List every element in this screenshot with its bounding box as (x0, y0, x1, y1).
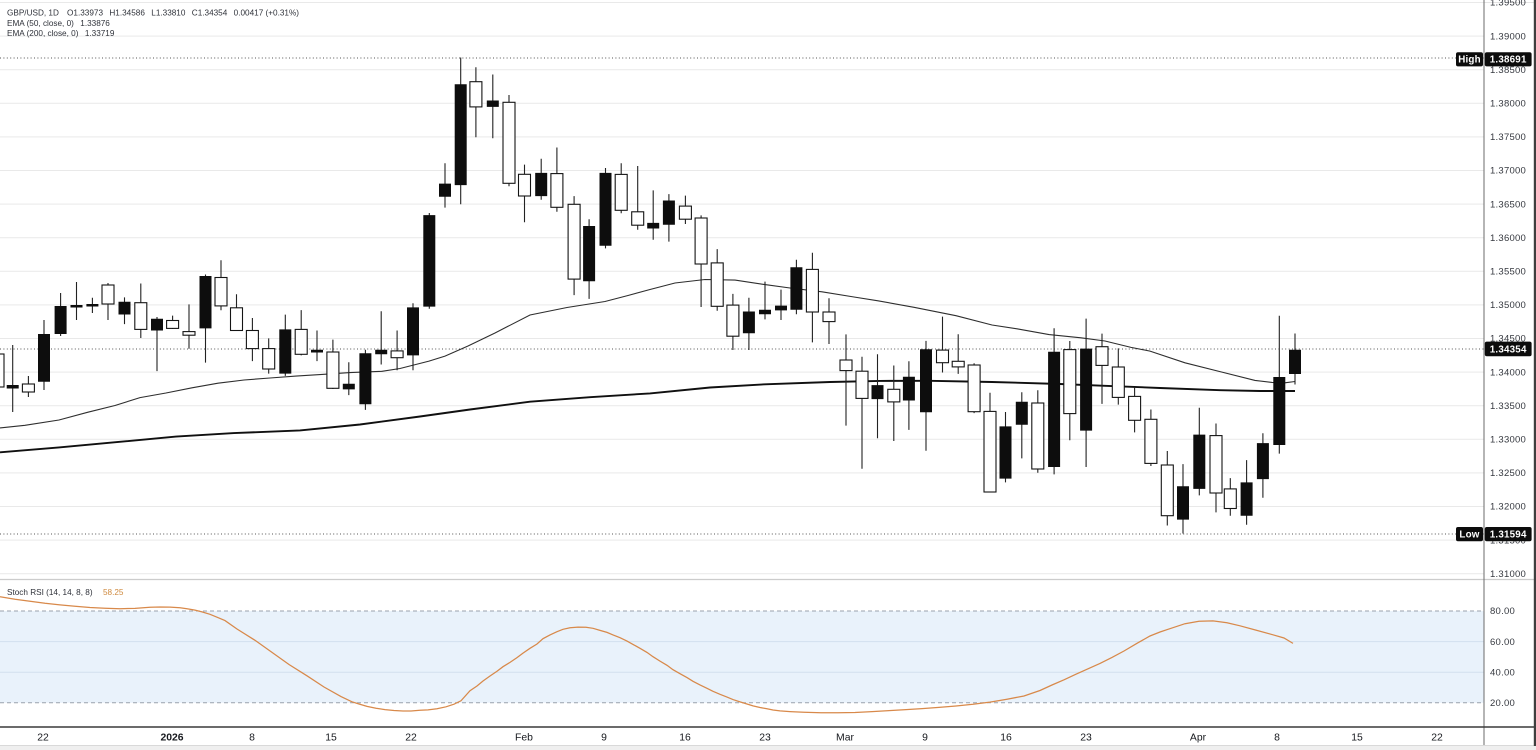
svg-text:1.34354: 1.34354 (1490, 344, 1527, 355)
svg-text:Stoch RSI (14, 14, 8, 8): Stoch RSI (14, 14, 8, 8) (7, 588, 93, 597)
svg-text:1.35500: 1.35500 (1490, 267, 1526, 278)
svg-text:1.39500: 1.39500 (1490, 0, 1526, 9)
svg-text:1.36000: 1.36000 (1490, 233, 1526, 244)
svg-text:1.36500: 1.36500 (1490, 199, 1526, 210)
svg-text:15: 15 (325, 733, 337, 744)
svg-text:1.34000: 1.34000 (1490, 367, 1526, 378)
svg-text:8: 8 (1274, 733, 1280, 744)
svg-text:1.32500: 1.32500 (1490, 468, 1526, 479)
svg-text:9: 9 (601, 733, 607, 744)
svg-text:Low: Low (1459, 530, 1479, 541)
svg-text:1.39000: 1.39000 (1490, 31, 1526, 42)
svg-text:9: 9 (922, 733, 928, 744)
svg-text:1.32000: 1.32000 (1490, 502, 1526, 513)
svg-text:1.37000: 1.37000 (1490, 166, 1526, 177)
svg-text:15: 15 (1351, 733, 1363, 744)
svg-text:23: 23 (1080, 733, 1092, 744)
svg-text:22: 22 (405, 733, 417, 744)
svg-text:22: 22 (1431, 733, 1443, 744)
svg-text:1.38000: 1.38000 (1490, 99, 1526, 110)
svg-text:1.34500: 1.34500 (1490, 334, 1526, 345)
svg-text:1.38691: 1.38691 (1490, 55, 1527, 66)
svg-text:1.31000: 1.31000 (1490, 569, 1526, 580)
svg-text:1.38500: 1.38500 (1490, 65, 1526, 76)
svg-text:EMA (50, close, 0) 1.33876: EMA (50, close, 0) 1.33876 (7, 19, 110, 28)
svg-text:GBP/USD, 1D O1.33973 H1.3458: GBP/USD, 1D O1.33973 H1.34586 L1.33810 C… (7, 9, 299, 18)
svg-text:80.00: 80.00 (1490, 606, 1515, 617)
svg-text:High: High (1458, 55, 1481, 66)
svg-text:22: 22 (37, 733, 49, 744)
svg-text:8: 8 (249, 733, 255, 744)
svg-text:Mar: Mar (836, 733, 854, 744)
svg-text:1.33500: 1.33500 (1490, 401, 1526, 412)
svg-text:20.00: 20.00 (1490, 698, 1515, 709)
svg-text:1.31594: 1.31594 (1490, 530, 1527, 541)
svg-text:1.37500: 1.37500 (1490, 132, 1526, 143)
svg-text:16: 16 (679, 733, 691, 744)
svg-text:1.33000: 1.33000 (1490, 435, 1526, 446)
svg-text:2026: 2026 (160, 733, 183, 744)
svg-text:EMA (200, close, 0) 1.33719: EMA (200, close, 0) 1.33719 (7, 29, 115, 38)
svg-text:Apr: Apr (1190, 733, 1207, 744)
svg-text:40.00: 40.00 (1490, 667, 1515, 678)
svg-text:Feb: Feb (515, 733, 533, 744)
svg-text:16: 16 (1000, 733, 1012, 744)
svg-text:23: 23 (759, 733, 771, 744)
svg-text:1.35000: 1.35000 (1490, 300, 1526, 311)
svg-text:58.25: 58.25 (103, 588, 124, 597)
svg-text:60.00: 60.00 (1490, 637, 1515, 648)
